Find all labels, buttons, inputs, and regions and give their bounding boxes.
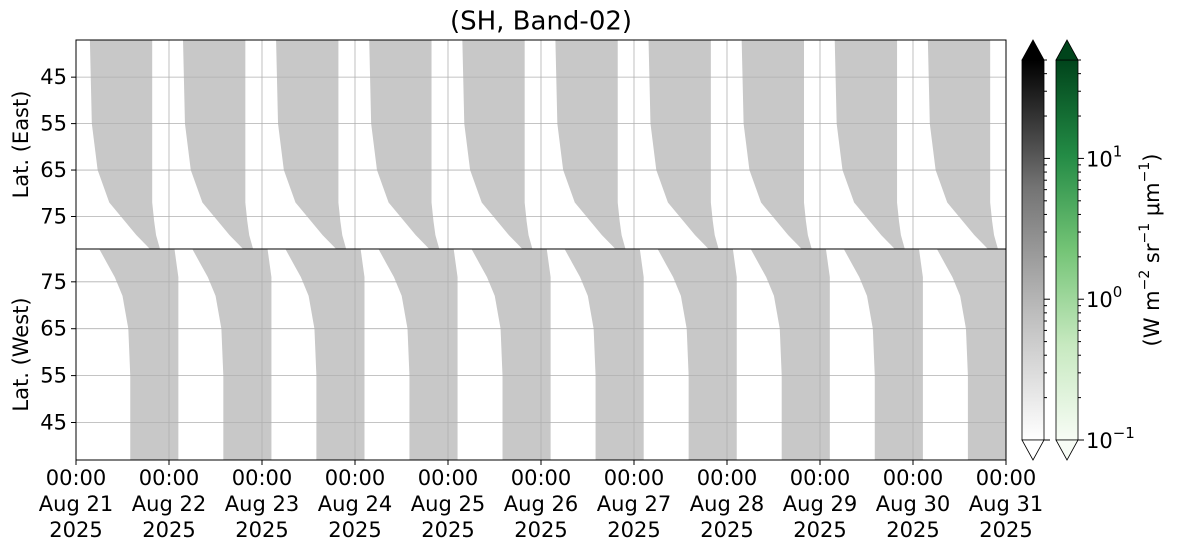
swath — [843, 249, 923, 460]
x-tick-label: 2025 — [700, 518, 753, 542]
swath — [276, 40, 347, 249]
swath — [462, 40, 533, 249]
x-tick-label: 2025 — [328, 518, 381, 542]
x-tick-label: 00:00 — [46, 466, 107, 490]
x-tick-label: Aug 28 — [690, 492, 764, 516]
y-tick-label: 65 — [40, 317, 67, 341]
colorbar-tick-label: 100 — [1086, 283, 1122, 313]
swath — [471, 249, 551, 460]
colorbar-label: (W m−2 sr−1 μm−1) — [1137, 154, 1164, 347]
label-superscript: −2 — [1137, 270, 1153, 291]
y-tick-label: 45 — [40, 65, 67, 89]
x-tick-label: 00:00 — [883, 466, 944, 490]
x-tick-label: 00:00 — [697, 466, 758, 490]
swath — [555, 40, 626, 249]
y-tick-label: 75 — [40, 204, 67, 228]
x-tick-label: Aug 29 — [783, 492, 857, 516]
colorbar-extend-max — [1055, 39, 1079, 61]
swath — [378, 249, 458, 460]
tick-exponent: 1 — [1113, 142, 1123, 160]
swath — [834, 40, 905, 249]
x-tick-label: Aug 23 — [225, 492, 299, 516]
x-tick-label: Aug 25 — [411, 492, 485, 516]
swath — [192, 249, 272, 460]
swath — [183, 40, 254, 249]
tick-exponent: −1 — [1113, 424, 1135, 442]
swath — [285, 249, 365, 460]
x-tick-label: Aug 31 — [969, 492, 1043, 516]
colorbar — [1055, 59, 1079, 441]
x-tick-label: 00:00 — [325, 466, 386, 490]
label-text: (W m — [1140, 290, 1164, 346]
swath — [927, 40, 998, 249]
x-tick-label: 00:00 — [139, 466, 200, 490]
colorbar-extend-min — [1021, 439, 1045, 461]
swath — [741, 40, 812, 249]
x-tick-label: 00:00 — [604, 466, 665, 490]
swath — [89, 40, 160, 249]
swath — [99, 249, 179, 460]
label-superscript: −1 — [1137, 223, 1153, 244]
x-tick-label: Aug 22 — [132, 492, 206, 516]
x-tick-label: 2025 — [421, 518, 474, 542]
tick-exponent: 0 — [1113, 283, 1123, 301]
x-tick-label: Aug 30 — [876, 492, 950, 516]
x-tick-label: 2025 — [235, 518, 288, 542]
x-tick-label: 2025 — [979, 518, 1032, 542]
panel — [89, 40, 998, 249]
swath — [564, 249, 644, 460]
x-tick-label: 2025 — [886, 518, 939, 542]
colorbar-tick-label: 10−1 — [1086, 424, 1135, 454]
x-tick-label: 00:00 — [511, 466, 572, 490]
y-axis-label: Lat. (West) — [9, 297, 33, 411]
x-tick-label: 2025 — [49, 518, 102, 542]
swath — [369, 40, 440, 249]
colorbar-extend-max — [1021, 39, 1045, 61]
colorbar-tick-label: 101 — [1086, 142, 1122, 172]
tick-base: 10 — [1086, 429, 1113, 453]
y-tick-label: 65 — [40, 158, 67, 182]
label-text: sr — [1140, 243, 1164, 270]
y-axis-label: Lat. (East) — [9, 91, 33, 199]
swath — [648, 40, 719, 249]
tick-base: 10 — [1086, 288, 1113, 312]
x-tick-label: 00:00 — [232, 466, 293, 490]
x-tick-label: 00:00 — [976, 466, 1037, 490]
x-tick-label: Aug 21 — [39, 492, 113, 516]
x-tick-label: 2025 — [142, 518, 195, 542]
x-tick-label: 00:00 — [418, 466, 479, 490]
y-tick-label: 75 — [40, 270, 67, 294]
label-text: ) — [1140, 154, 1164, 162]
x-tick-label: 2025 — [793, 518, 846, 542]
tick-base: 10 — [1086, 147, 1113, 171]
label-text: μm — [1140, 182, 1164, 223]
colorbar — [1021, 59, 1045, 441]
swath — [936, 249, 1006, 460]
y-tick-label: 45 — [40, 410, 67, 434]
label-superscript: −1 — [1137, 162, 1153, 183]
chart-title: (SH, Band-02) — [450, 7, 632, 37]
y-tick-label: 55 — [40, 112, 67, 136]
swath — [750, 249, 830, 460]
x-tick-label: 00:00 — [790, 466, 851, 490]
colorbar-extend-min — [1055, 439, 1079, 461]
x-tick-label: Aug 27 — [597, 492, 671, 516]
swath — [657, 249, 737, 460]
x-tick-label: Aug 26 — [504, 492, 578, 516]
panel — [99, 249, 1006, 460]
y-tick-label: 55 — [40, 364, 67, 388]
x-tick-label: Aug 24 — [318, 492, 392, 516]
x-tick-label: 2025 — [607, 518, 660, 542]
x-tick-label: 2025 — [514, 518, 567, 542]
